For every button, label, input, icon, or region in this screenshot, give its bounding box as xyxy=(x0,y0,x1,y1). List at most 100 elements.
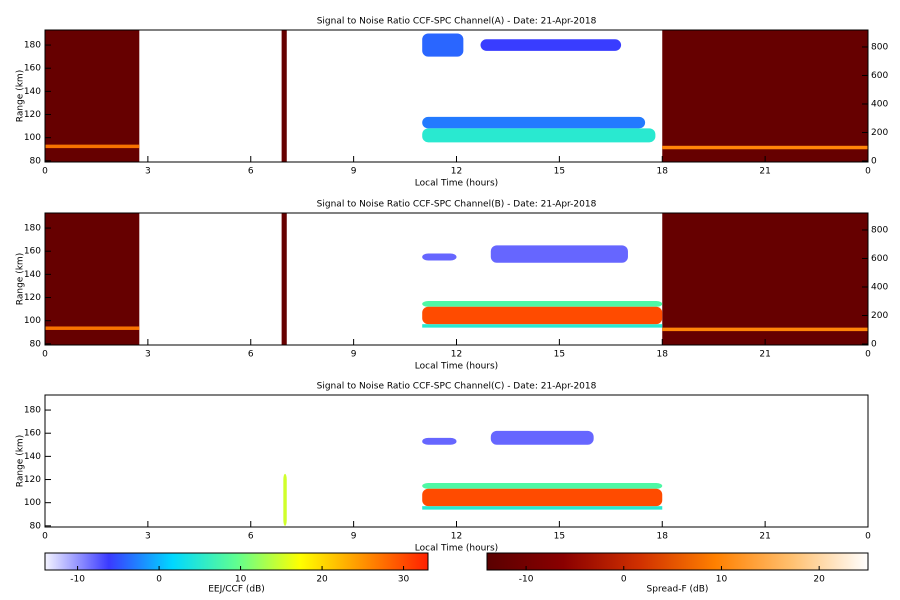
x-axis-label: Local Time (hours) xyxy=(415,362,498,372)
y-axis-label: Range (km) xyxy=(16,435,26,487)
heat-cell xyxy=(662,213,868,345)
colorbar-tick-label: 10 xyxy=(716,575,728,585)
heat-cell xyxy=(45,30,140,162)
heat-cell xyxy=(480,39,622,51)
heat-cell xyxy=(662,145,868,150)
heat-cell xyxy=(662,30,868,162)
x-tick-label: 21 xyxy=(759,167,770,177)
y-tick-label: 100 xyxy=(24,316,41,326)
heat-cell xyxy=(45,326,140,330)
colorbar-tick-label: 20 xyxy=(316,575,328,585)
x-tick-label: 18 xyxy=(657,532,669,542)
y-tick-label: 180 xyxy=(24,41,41,51)
heat-cell xyxy=(422,488,663,507)
y2-tick-label: 0 xyxy=(871,157,877,167)
y-tick-label: 120 xyxy=(24,475,41,485)
y-tick-label: 140 xyxy=(24,270,41,280)
heat-cell xyxy=(45,144,140,149)
x-tick-label: 21 xyxy=(759,350,770,360)
heat-cell xyxy=(422,506,663,510)
heat-cell xyxy=(422,324,663,328)
plot-area xyxy=(45,213,868,345)
colorbar xyxy=(486,552,869,571)
colorbar-tick-label: -10 xyxy=(70,575,85,585)
chart-title: Signal to Noise Ratio CCF-SPC Channel(B)… xyxy=(317,200,597,210)
x-tick-label: 6 xyxy=(248,350,254,360)
y-tick-label: 100 xyxy=(24,133,41,143)
colorbar-tick-label: 30 xyxy=(398,575,410,585)
y2-tick-label: 400 xyxy=(871,99,888,109)
colorbar-tick-label: -10 xyxy=(519,575,534,585)
heat-cell xyxy=(281,213,287,345)
x-tick-label: 0 xyxy=(865,532,871,542)
y-tick-label: 160 xyxy=(24,429,41,439)
y2-tick-label: 800 xyxy=(871,225,888,235)
x-tick-label: 0 xyxy=(42,532,48,542)
x-tick-label: 0 xyxy=(865,350,871,360)
x-tick-label: 3 xyxy=(145,532,151,542)
y-axis-label: Range (km) xyxy=(16,253,26,305)
heat-cell xyxy=(283,473,287,526)
y-axis-label: Range (km) xyxy=(16,70,26,122)
y2-tick-label: 200 xyxy=(871,128,888,138)
heat-cell xyxy=(422,33,464,57)
x-tick-label: 15 xyxy=(554,167,565,177)
y-tick-label: 160 xyxy=(24,64,41,74)
heat-cell xyxy=(422,437,457,445)
plot-area xyxy=(283,430,663,526)
y-tick-label: 100 xyxy=(24,498,41,508)
heat-cell xyxy=(422,128,656,143)
colorbar-tick-label: 0 xyxy=(621,575,627,585)
colorbar-tick-label: 10 xyxy=(235,575,247,585)
x-tick-label: 12 xyxy=(451,532,462,542)
heat-cell xyxy=(422,483,663,489)
x-tick-label: 12 xyxy=(451,167,462,177)
heat-cell xyxy=(422,253,457,261)
x-tick-label: 6 xyxy=(248,167,254,177)
x-tick-label: 9 xyxy=(351,532,357,542)
colorbar xyxy=(44,552,429,571)
x-axis-label: Local Time (hours) xyxy=(415,179,498,189)
x-tick-label: 0 xyxy=(42,167,48,177)
heat-cell xyxy=(490,245,628,263)
x-tick-label: 15 xyxy=(554,350,565,360)
y-tick-label: 180 xyxy=(24,406,41,416)
colorbar-label: Spread-F (dB) xyxy=(647,585,709,595)
y-tick-label: 80 xyxy=(30,339,42,349)
heat-cell xyxy=(422,116,646,129)
x-tick-label: 9 xyxy=(351,167,357,177)
x-tick-label: 0 xyxy=(42,350,48,360)
x-tick-label: 3 xyxy=(145,167,151,177)
y2-tick-label: 600 xyxy=(871,71,888,81)
y2-tick-label: 0 xyxy=(871,340,877,350)
plot-area xyxy=(45,30,868,162)
y2-tick-label: 600 xyxy=(871,254,888,264)
x-tick-label: 0 xyxy=(865,167,871,177)
x-tick-label: 21 xyxy=(759,532,770,542)
heat-cell xyxy=(490,430,594,445)
chart-title: Signal to Noise Ratio CCF-SPC Channel(A)… xyxy=(317,17,597,27)
x-tick-label: 6 xyxy=(248,532,254,542)
y-tick-label: 140 xyxy=(24,87,41,97)
x-tick-label: 15 xyxy=(554,532,565,542)
colorbar-tick-label: 20 xyxy=(813,575,825,585)
y2-tick-label: 400 xyxy=(871,282,888,292)
y2-tick-label: 200 xyxy=(871,311,888,321)
chart-title: Signal to Noise Ratio CCF-SPC Channel(C)… xyxy=(317,382,597,392)
colorbar-tick-label: 0 xyxy=(156,575,162,585)
y-tick-label: 180 xyxy=(24,224,41,234)
x-tick-label: 18 xyxy=(657,350,669,360)
x-tick-label: 3 xyxy=(145,350,151,360)
x-tick-label: 9 xyxy=(351,350,357,360)
y-tick-label: 80 xyxy=(30,521,42,531)
x-tick-label: 18 xyxy=(657,167,669,177)
y-tick-label: 140 xyxy=(24,452,41,462)
y-tick-label: 120 xyxy=(24,293,41,303)
y-tick-label: 160 xyxy=(24,247,41,257)
heat-cell xyxy=(422,306,663,325)
heat-cell xyxy=(662,327,868,332)
y-tick-label: 80 xyxy=(30,156,42,166)
heat-cell xyxy=(422,301,663,307)
heat-cell xyxy=(45,213,140,345)
